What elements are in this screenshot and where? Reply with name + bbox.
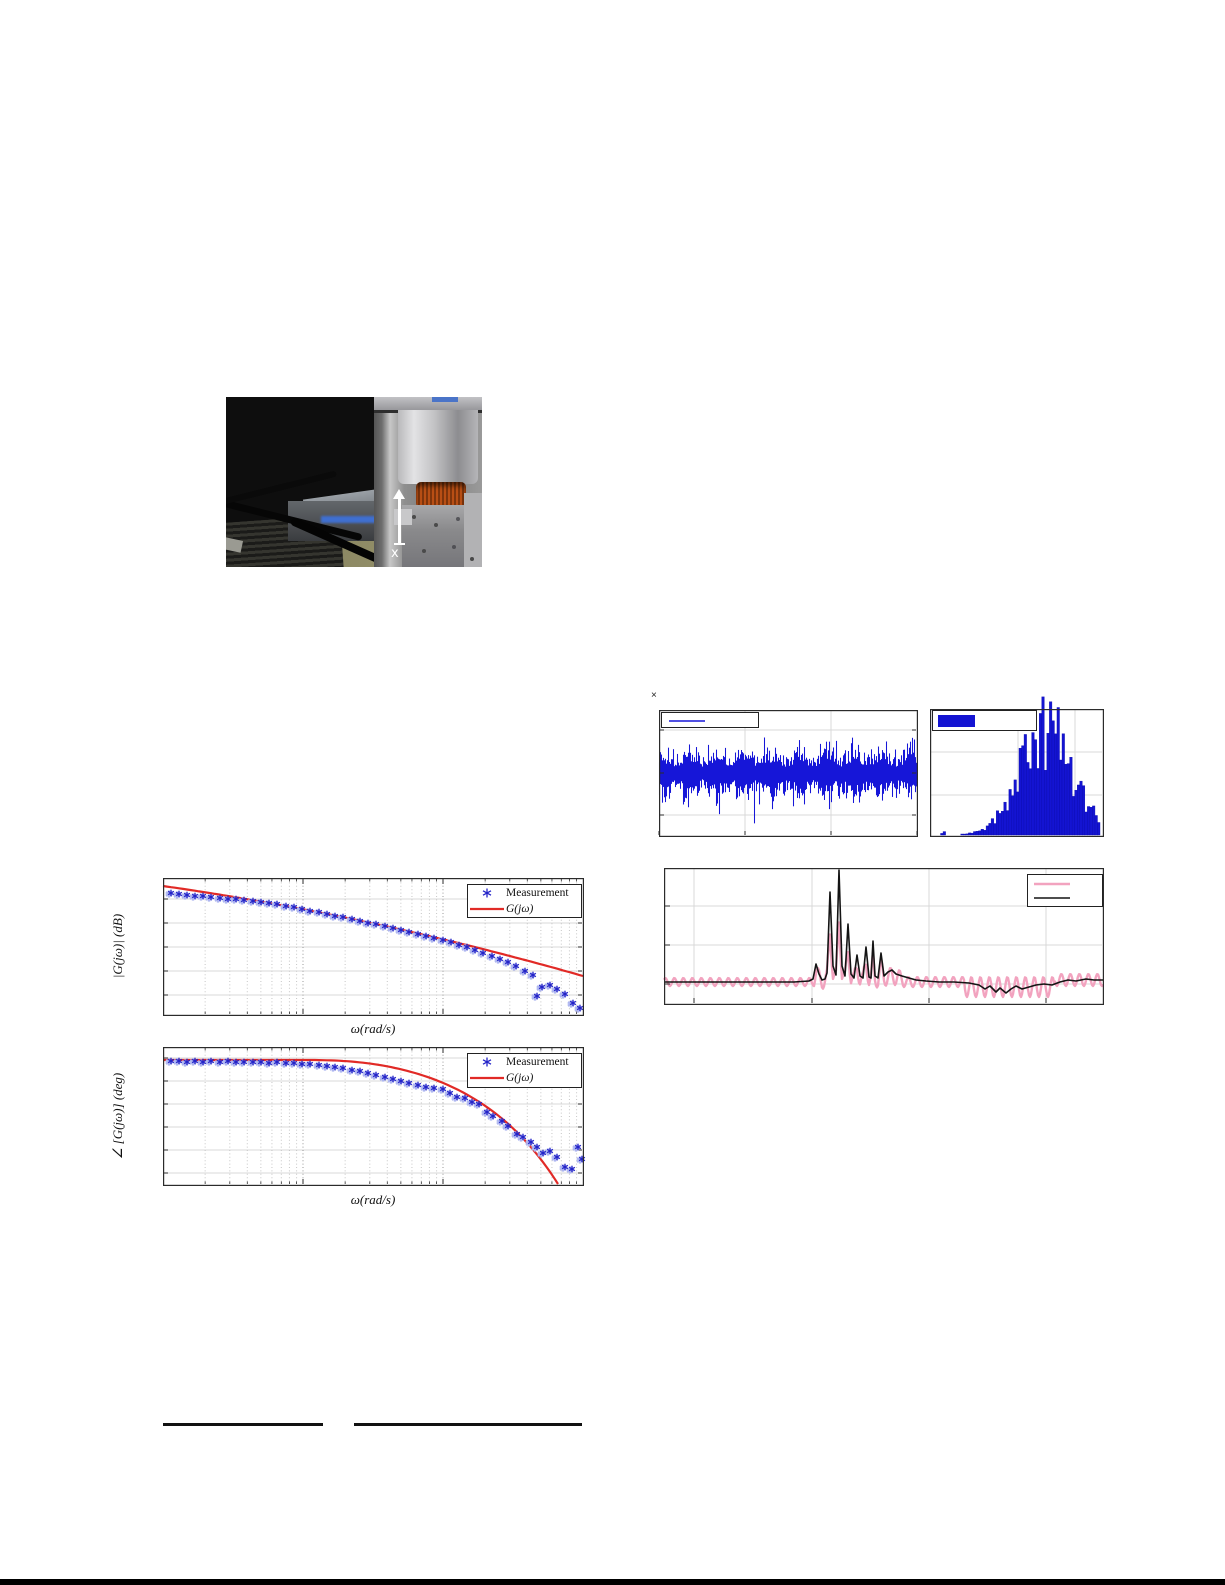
legend-row-model: G(jω) xyxy=(468,901,581,917)
voice-coil-actuator xyxy=(398,410,478,484)
page-bottom-rule xyxy=(0,1579,1225,1585)
bode-phase-xlabel: ω(rad/s) xyxy=(350,1192,396,1207)
legend-bode-magnitude: Measurement G(jω) xyxy=(467,884,582,918)
bode-magnitude-ylabel: |G(jω)| (dB) xyxy=(110,913,125,979)
legend-label: G(jω) xyxy=(506,903,534,915)
blue-tape xyxy=(432,397,458,402)
equation-fraction-bar xyxy=(163,1423,323,1427)
red-line-sample xyxy=(468,1075,506,1081)
legend-line-sample xyxy=(669,720,705,722)
asterisk-marker-icon xyxy=(468,1055,506,1069)
legend-row-measurement: Measurement xyxy=(468,1054,581,1070)
motion-axis-arrow-head xyxy=(393,489,405,499)
axis-multiplier-hint: × xyxy=(651,690,657,701)
bracket xyxy=(394,509,412,525)
legend-label: Measurement xyxy=(506,1056,569,1068)
legend-label: G(jω) xyxy=(506,1072,534,1084)
legend-excitation-signal xyxy=(661,712,759,728)
legend-row-model: G(jω) xyxy=(468,1070,581,1086)
actuator-photo: x xyxy=(226,397,482,567)
figure-response-comparison xyxy=(662,868,1105,1006)
stage-rail xyxy=(464,493,482,567)
axis-label-x: x xyxy=(391,546,399,561)
bode-magnitude-xlabel: ω(rad/s) xyxy=(350,1021,396,1036)
screws xyxy=(412,515,416,519)
legend-patch-sample xyxy=(938,715,975,727)
bode-phase-ylabel: ∠ [G(jω)] (deg) xyxy=(110,1072,125,1160)
coil-windings xyxy=(416,482,466,508)
legend-noise-histogram xyxy=(932,710,1037,731)
legend-response-comparison xyxy=(1027,874,1103,907)
motion-axis-arrow-shaft xyxy=(398,498,401,543)
figure-bode-magnitude xyxy=(162,878,584,1017)
red-line-sample xyxy=(468,906,506,912)
figure-excitation-signal xyxy=(658,710,918,838)
legend-label: Measurement xyxy=(506,887,569,899)
motion-axis-arrow-base xyxy=(394,543,405,545)
legend-bode-phase: Measurement G(jω) xyxy=(467,1053,582,1088)
equation-fraction-bar xyxy=(354,1423,582,1427)
asterisk-marker-icon xyxy=(468,886,506,900)
figure-noise-histogram xyxy=(930,696,1105,838)
legend-line-samples xyxy=(1034,882,1070,899)
legend-row-measurement: Measurement xyxy=(468,885,581,901)
blue-led-glow xyxy=(321,516,401,523)
